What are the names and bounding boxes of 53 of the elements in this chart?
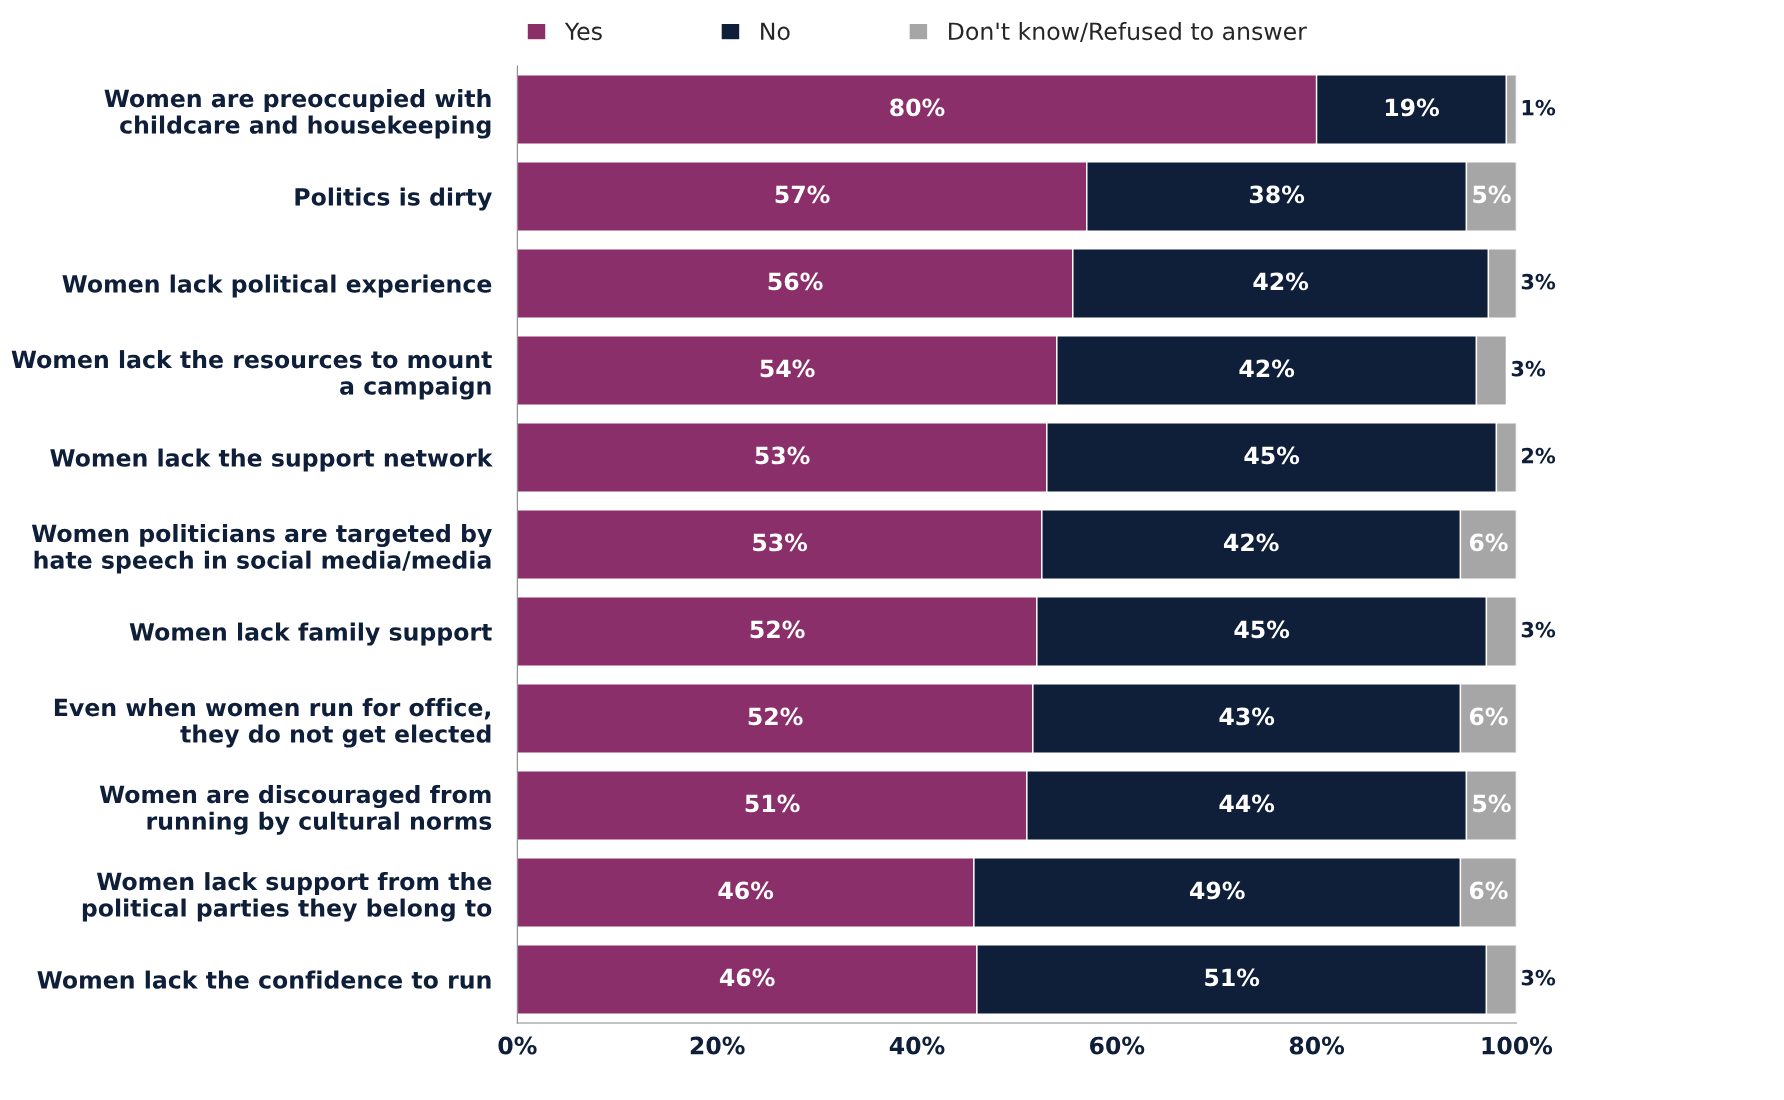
data-label: 1% xyxy=(1522,99,1556,116)
y-tick-label: Women lack support from the political parties they belong to xyxy=(82,872,492,922)
data-label: 53% xyxy=(753,533,808,552)
x-tick-label: 60% xyxy=(1089,1036,1145,1055)
y-tick-label: Women lack the resources to mount a campaign xyxy=(11,350,492,400)
data-label: 46% xyxy=(718,881,774,900)
y-tick-label: Women are preoccupied with childcare and housekeeping xyxy=(104,89,491,139)
data-label: 46% xyxy=(719,968,775,987)
data-label: 5% xyxy=(1473,185,1511,204)
data-label: 80% xyxy=(890,98,945,117)
data-label: 3% xyxy=(1511,360,1546,377)
data-label: 52% xyxy=(750,620,805,639)
y-tick-label: Women lack family support xyxy=(129,622,492,646)
y-tick-label: Women lack political experience xyxy=(62,274,492,298)
y-tick-label: Even when women run for office, they do not get elected xyxy=(54,698,491,748)
y-tick-label: Women lack the confidence to run xyxy=(37,970,491,989)
data-label: 3% xyxy=(1521,969,1556,986)
data-label: 43% xyxy=(1219,707,1275,726)
data-label: 54% xyxy=(760,359,815,378)
data-label: 19% xyxy=(1385,98,1440,117)
y-tick-label: Politics is dirty xyxy=(295,187,492,211)
data-label: 52% xyxy=(748,707,803,726)
x-tick-label: 40% xyxy=(889,1036,945,1055)
data-label: 42% xyxy=(1239,359,1295,378)
legend-label: Don't know/Refused to answer xyxy=(949,21,1307,43)
data-label: 6% xyxy=(1469,533,1508,552)
legend-label: Yes xyxy=(564,22,602,41)
data-label: 6% xyxy=(1469,707,1508,726)
data-label: 51% xyxy=(745,794,800,813)
data-label: 42% xyxy=(1253,272,1309,291)
y-tick-label: Women are discouraged from running by cultural norms xyxy=(99,785,492,835)
data-label: 5% xyxy=(1473,794,1511,813)
data-label: 3% xyxy=(1521,621,1556,638)
data-label: 44% xyxy=(1219,794,1275,813)
data-label: 57% xyxy=(775,185,830,204)
data-label: 49% xyxy=(1189,881,1245,900)
data-label: 2% xyxy=(1522,447,1556,464)
data-label: 56% xyxy=(768,272,823,291)
y-tick-label: Women politicians are targeted by hate speech in social media/media xyxy=(31,524,492,574)
y-tick-label: Women lack the support network xyxy=(50,448,493,472)
legend-label: No xyxy=(761,22,790,41)
data-label: 42% xyxy=(1223,533,1279,552)
data-label: 3% xyxy=(1521,273,1556,290)
data-label: 53% xyxy=(755,446,810,465)
x-tick-label: 0% xyxy=(498,1036,537,1055)
x-tick-label: 20% xyxy=(690,1036,745,1055)
x-tick-label: 80% xyxy=(1289,1036,1345,1055)
data-label: 38% xyxy=(1249,185,1305,204)
data-label: 51% xyxy=(1205,968,1260,987)
data-label: 6% xyxy=(1469,881,1508,900)
x-tick-label: 100% xyxy=(1482,1036,1553,1055)
data-label: 45% xyxy=(1244,446,1300,465)
data-label: 45% xyxy=(1234,620,1290,639)
